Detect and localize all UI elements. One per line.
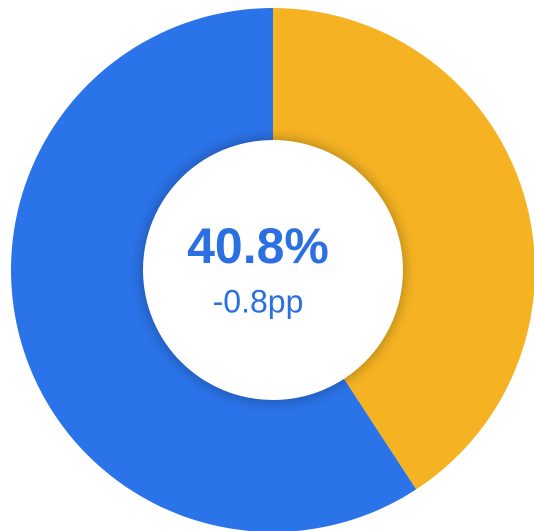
center-subtitle: -0.8pp xyxy=(213,283,304,319)
hole xyxy=(143,140,403,400)
center-value: 40.8% xyxy=(187,218,329,274)
